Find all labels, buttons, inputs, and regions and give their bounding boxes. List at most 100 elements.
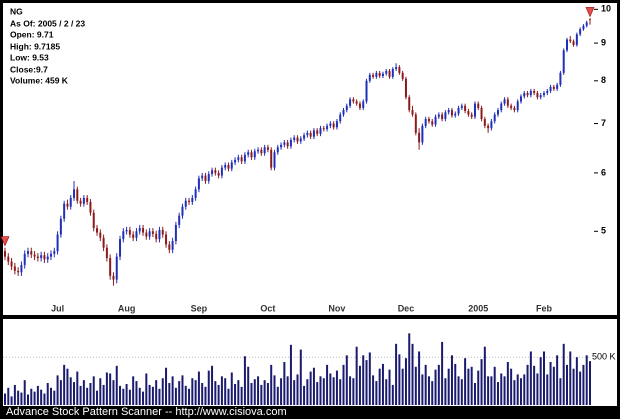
- candle-body: [142, 228, 145, 233]
- volume-bar: [342, 364, 345, 405]
- candle-body: [66, 203, 69, 207]
- candle-body: [234, 159, 237, 163]
- candle-body: [404, 78, 407, 98]
- volume-bar: [7, 387, 10, 405]
- y-tick-label: 10: [601, 4, 611, 14]
- candle-body: [542, 93, 545, 96]
- x-tick-label: Dec: [398, 303, 415, 313]
- volume-bar: [385, 379, 388, 405]
- candle-body: [40, 255, 43, 259]
- volume-bar: [454, 363, 457, 405]
- volume-bar: [128, 389, 131, 405]
- volume-bar: [519, 378, 522, 405]
- candle-body: [217, 172, 220, 176]
- volume-bar: [148, 384, 151, 405]
- candle-body: [427, 119, 430, 122]
- candle-body: [76, 189, 79, 201]
- volume-bar: [345, 355, 348, 405]
- volume-bar: [250, 383, 253, 405]
- candle-body: [50, 253, 53, 257]
- candle-body: [99, 232, 102, 238]
- info-line: High: 9.7185: [10, 41, 60, 51]
- volume-bar: [434, 369, 437, 405]
- candle-body: [332, 123, 335, 128]
- volume-bar: [539, 357, 542, 405]
- volume-bar: [464, 358, 467, 405]
- candle-body: [194, 189, 197, 198]
- volume-bar: [112, 380, 115, 405]
- volume-bar: [142, 391, 145, 405]
- candle-body: [473, 103, 476, 117]
- volume-bar: [414, 366, 417, 405]
- info-line: Volume: 459 K: [10, 75, 69, 85]
- candle-body: [516, 101, 519, 111]
- candle-body: [23, 253, 26, 266]
- candle-body: [556, 84, 559, 89]
- candle-body: [510, 105, 513, 108]
- volume-bar: [109, 373, 112, 405]
- candle-body: [408, 97, 411, 111]
- candle-body: [230, 162, 233, 169]
- volume-bar: [122, 388, 125, 405]
- candle-body: [82, 197, 85, 204]
- candle-body: [500, 103, 503, 111]
- volume-bar: [181, 375, 184, 405]
- x-tick-label: Nov: [328, 303, 345, 313]
- volume-bar: [96, 390, 99, 405]
- volume-bar: [322, 378, 325, 405]
- volume-bar: [69, 377, 72, 405]
- info-line: Open: 9.71: [10, 29, 54, 39]
- volume-bar: [332, 377, 335, 405]
- volume-bar: [362, 355, 365, 405]
- candle-body: [579, 29, 582, 35]
- volume-bar: [13, 384, 16, 405]
- volume-bar: [477, 370, 480, 405]
- pattern-marker: [585, 7, 595, 18]
- volume-bar: [398, 354, 401, 405]
- candle-body: [569, 39, 572, 42]
- volume-bar: [441, 341, 444, 405]
- candle-body: [174, 224, 177, 242]
- volume-bar: [286, 376, 289, 405]
- volume-bar: [424, 364, 427, 405]
- candle-body: [322, 128, 325, 130]
- volume-bar: [40, 389, 43, 405]
- volume-bar: [260, 384, 263, 405]
- candle-body: [503, 99, 506, 104]
- candle-body: [536, 93, 539, 98]
- volume-bar: [207, 370, 210, 405]
- volume-bar: [10, 396, 13, 405]
- candle-body: [316, 130, 319, 134]
- candle-body: [10, 261, 13, 267]
- candle-body: [119, 239, 122, 257]
- candle-body: [312, 130, 315, 137]
- y-tick-label: 6: [601, 167, 606, 177]
- candle-body: [79, 200, 82, 204]
- candle-body: [585, 22, 588, 26]
- volume-bar: [102, 384, 105, 405]
- volume-bar: [253, 379, 256, 405]
- volume-bar: [299, 349, 302, 405]
- volume-bar: [138, 387, 141, 405]
- candle-body: [562, 50, 565, 73]
- volume-bar: [168, 383, 171, 405]
- candle-body: [378, 72, 381, 77]
- volume-bar: [151, 386, 154, 405]
- candle-body: [496, 110, 499, 115]
- volume-bar: [467, 368, 470, 405]
- volume-bar: [546, 374, 549, 405]
- volume-bar: [197, 371, 200, 405]
- candle-body: [362, 101, 365, 108]
- candle-body: [53, 251, 56, 254]
- candle-body: [575, 34, 578, 45]
- candle-body: [431, 121, 434, 125]
- candle-body: [86, 197, 89, 202]
- candle-body: [33, 254, 36, 257]
- candle-body: [329, 123, 332, 126]
- volume-bar: [559, 378, 562, 405]
- volume-bar: [145, 373, 148, 405]
- volume-bar: [82, 380, 85, 405]
- volume-bar: [53, 390, 56, 405]
- candle-body: [306, 132, 309, 136]
